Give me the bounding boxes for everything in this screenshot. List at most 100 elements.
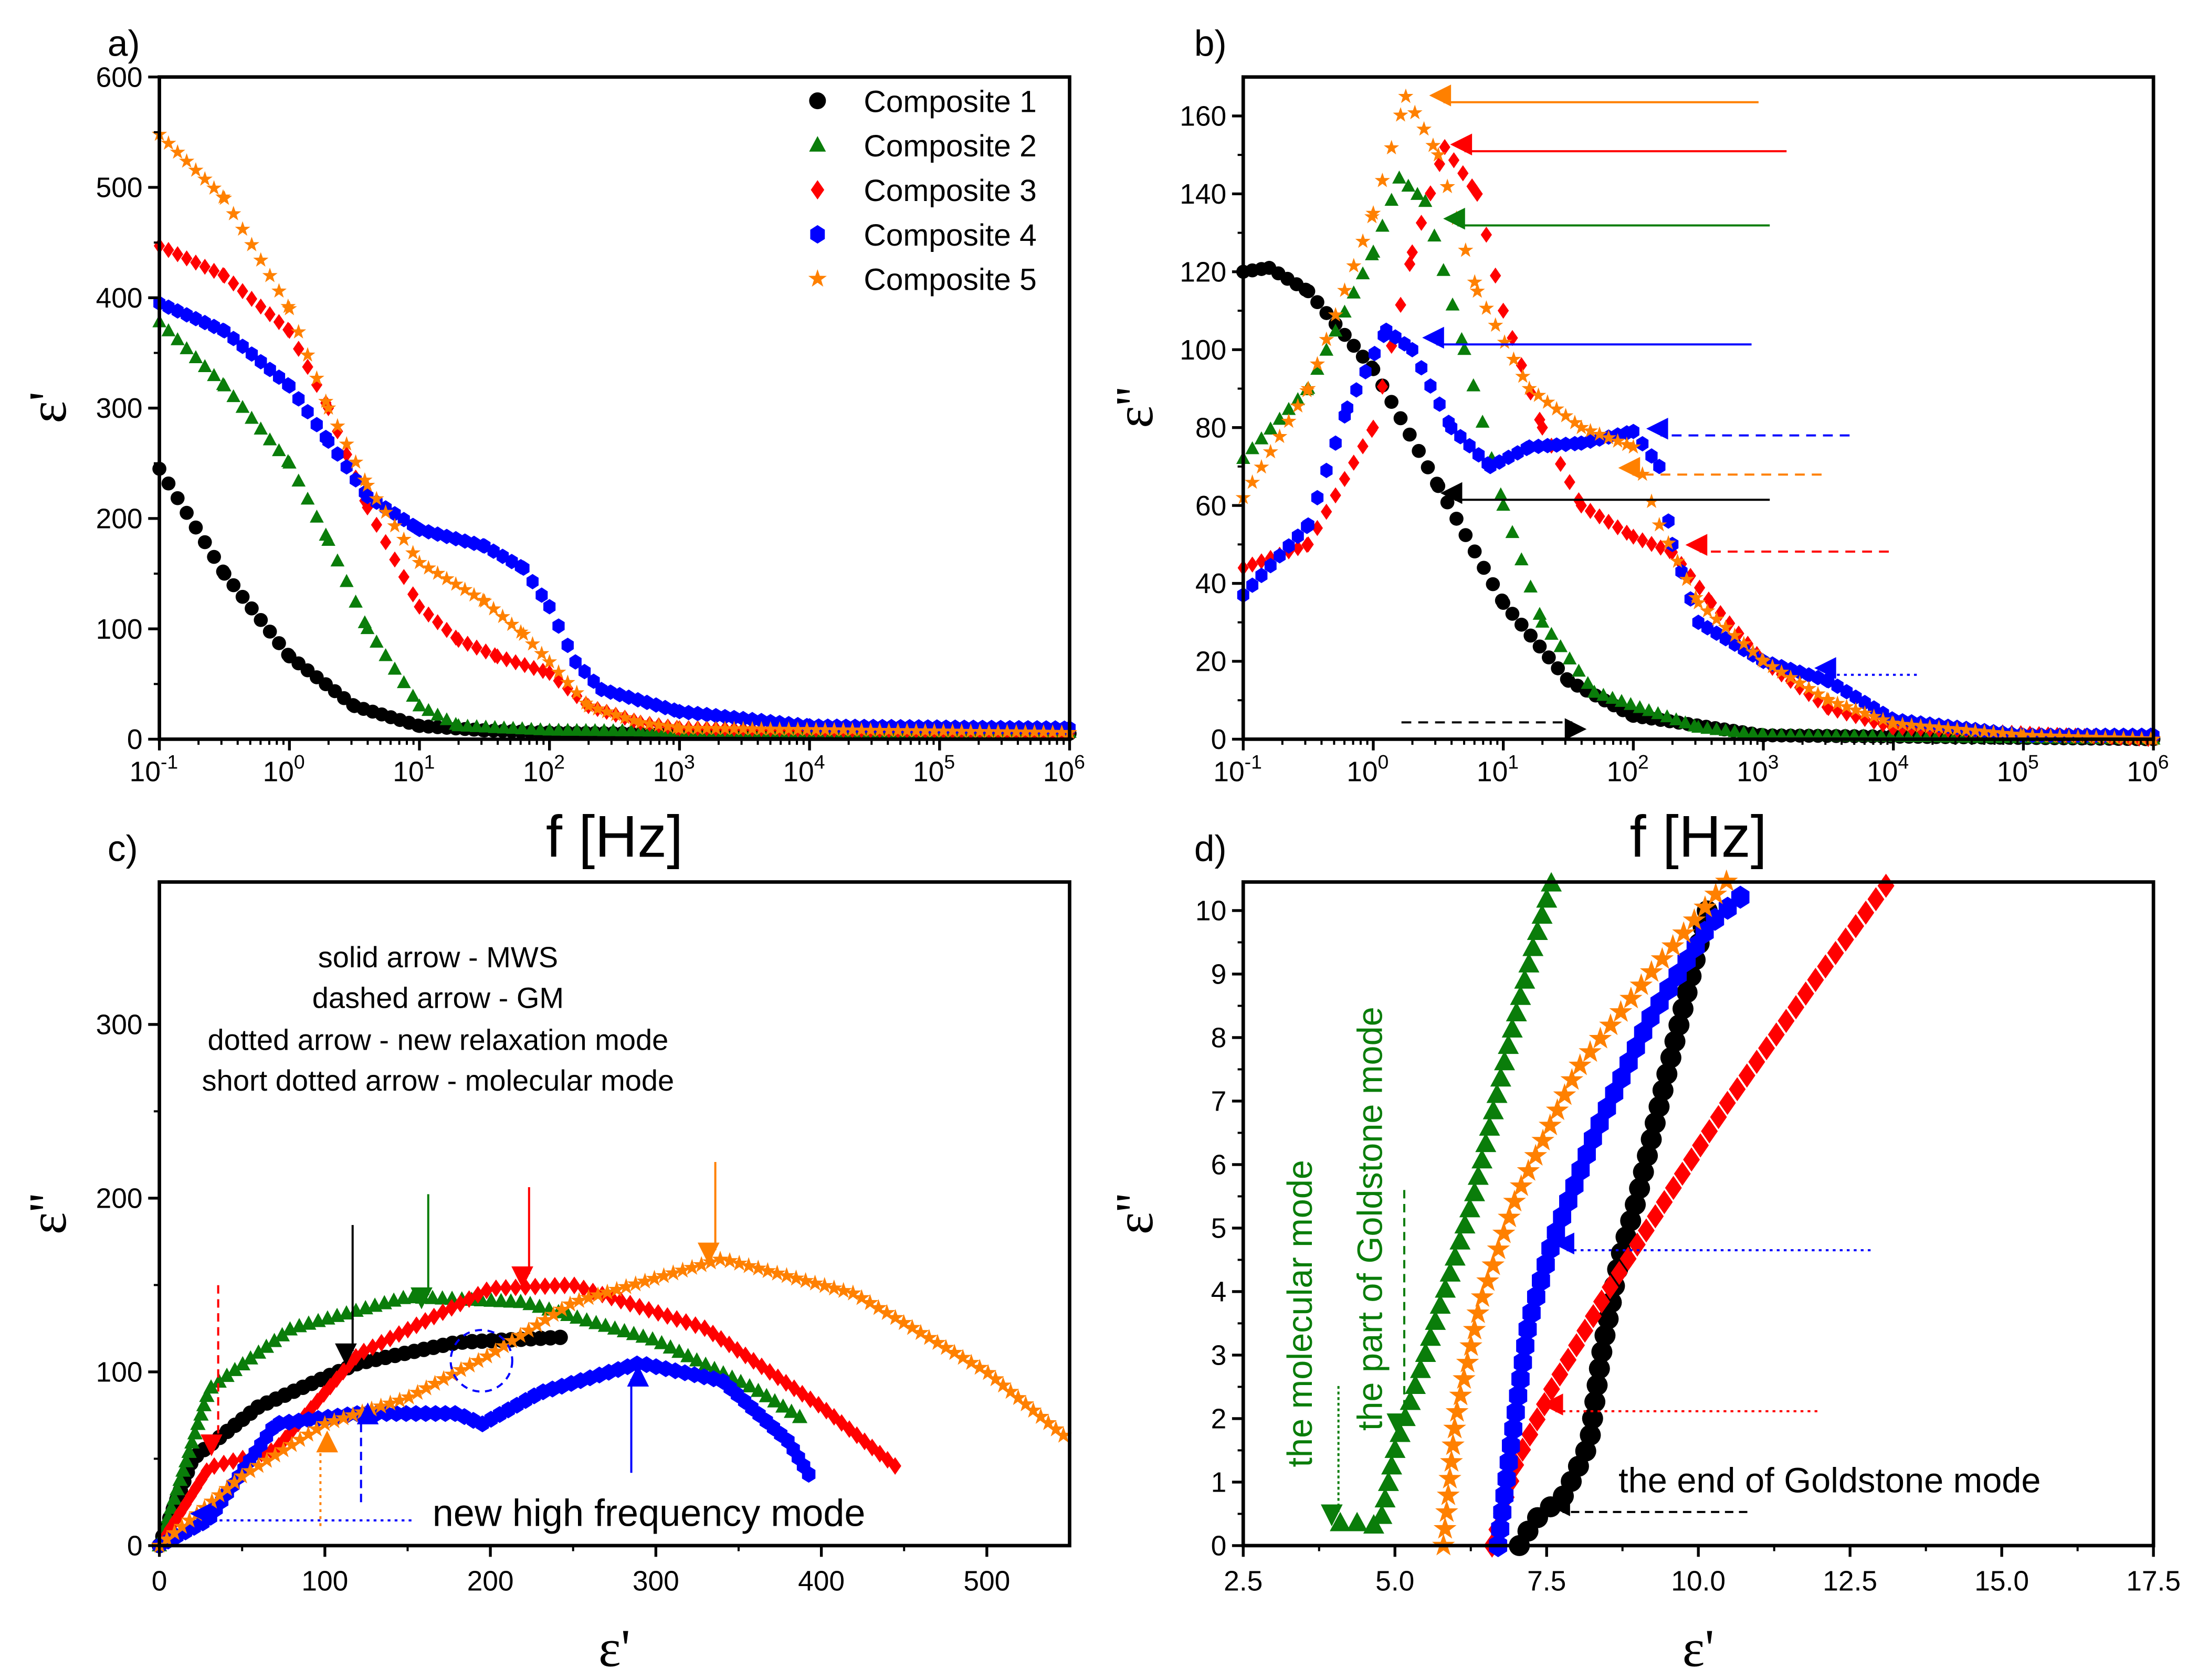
panel-label-a: a) (108, 23, 140, 64)
data-point (490, 1279, 502, 1297)
data-point (790, 721, 806, 736)
data-point (1694, 579, 1706, 596)
data-point (461, 1356, 478, 1373)
data-point (1381, 1455, 1403, 1475)
data-point (1573, 419, 1589, 435)
data-point (1694, 895, 1717, 917)
data-point (1255, 567, 1268, 584)
data-point (1471, 185, 1483, 202)
data-point (806, 1274, 824, 1291)
data-point (981, 723, 997, 738)
data-point (396, 531, 412, 546)
data-point (1625, 1194, 1646, 1216)
legend-note-short-dotted: short dotted arrow - molecular mode (202, 1064, 675, 1097)
data-point (615, 723, 629, 736)
data-point (1567, 415, 1583, 429)
data-point (1812, 692, 1824, 709)
data-point (1642, 703, 1656, 716)
data-point (448, 576, 464, 591)
data-point (1300, 381, 1316, 395)
data-point (1509, 1384, 1528, 1408)
data-point (449, 531, 462, 547)
data-point (1584, 1391, 1606, 1413)
data-point (1985, 724, 2002, 739)
data-point (1482, 1100, 1504, 1119)
data-point (1282, 538, 1295, 554)
data-point (680, 1313, 692, 1331)
data-point (623, 689, 635, 705)
data-point (1639, 960, 1663, 982)
data-point (870, 1299, 887, 1315)
data-point (1440, 495, 1455, 510)
data-point (580, 1288, 597, 1305)
series-composite-2 (1330, 872, 1562, 1534)
data-point (759, 1388, 774, 1402)
data-point (226, 206, 241, 220)
data-point (1513, 1350, 1532, 1374)
data-point (341, 446, 352, 463)
data-point (466, 587, 482, 602)
data-point (1477, 561, 1491, 575)
legend-note-dotted: dotted arrow - new relaxation mode (208, 1023, 669, 1056)
data-point (1393, 411, 1408, 426)
data-point (291, 324, 307, 339)
data-point (1472, 447, 1485, 463)
data-point (330, 418, 345, 433)
data-point (1685, 567, 1696, 584)
data-point (1515, 368, 1531, 383)
data-point (726, 721, 742, 735)
data-point (945, 723, 961, 738)
data-point (519, 657, 531, 673)
data-point (1575, 497, 1587, 514)
legend-marker-circle-icon (809, 92, 826, 110)
data-point (1718, 619, 1733, 634)
x-tick-label: 7.5 (1527, 1566, 1566, 1597)
data-point (161, 323, 176, 336)
data-point (1949, 721, 1965, 736)
data-point (1575, 1440, 1596, 1462)
data-point (349, 594, 363, 608)
data-point (1768, 1022, 1785, 1047)
data-point (457, 582, 473, 596)
data-point (1637, 1145, 1658, 1167)
data-point (633, 1298, 646, 1316)
data-point (1407, 104, 1423, 120)
data-point (397, 675, 411, 689)
data-point (1402, 427, 1417, 442)
data-point (571, 1292, 588, 1308)
data-point (2025, 727, 2041, 743)
data-point (577, 1280, 590, 1297)
y-tick-label: 0 (1211, 1531, 1227, 1562)
data-point (273, 314, 285, 330)
data-point (1290, 398, 1306, 413)
data-point (2061, 728, 2077, 743)
data-point (460, 719, 475, 732)
data-point (1039, 1414, 1057, 1430)
data-point (254, 612, 268, 627)
data-point (759, 1262, 776, 1279)
data-point (1783, 669, 1799, 684)
x-tick-label: 10-1 (1213, 751, 1262, 787)
data-point (1347, 1512, 1368, 1531)
data-point (1330, 1512, 1351, 1531)
data-point (522, 1296, 538, 1311)
data-point (264, 306, 276, 323)
data-point (387, 661, 402, 675)
x-tick-label: 103 (1737, 751, 1779, 787)
data-point (1553, 1083, 1576, 1105)
data-point (1810, 686, 1826, 701)
data-point (1592, 426, 1607, 441)
data-point (1636, 436, 1649, 452)
data-point (1785, 673, 1796, 689)
panel-d-xlabel: ε' (1682, 1619, 1715, 1677)
data-point (1492, 1221, 1516, 1243)
data-point (2015, 727, 2031, 742)
data-point (1801, 680, 1817, 695)
data-point (598, 1283, 616, 1300)
data-point (1886, 715, 1901, 731)
data-point (1597, 1308, 1619, 1330)
data-point (1612, 519, 1624, 536)
data-point (1348, 455, 1360, 471)
data-point (561, 1295, 579, 1312)
y-tick-label: 140 (1180, 179, 1226, 210)
